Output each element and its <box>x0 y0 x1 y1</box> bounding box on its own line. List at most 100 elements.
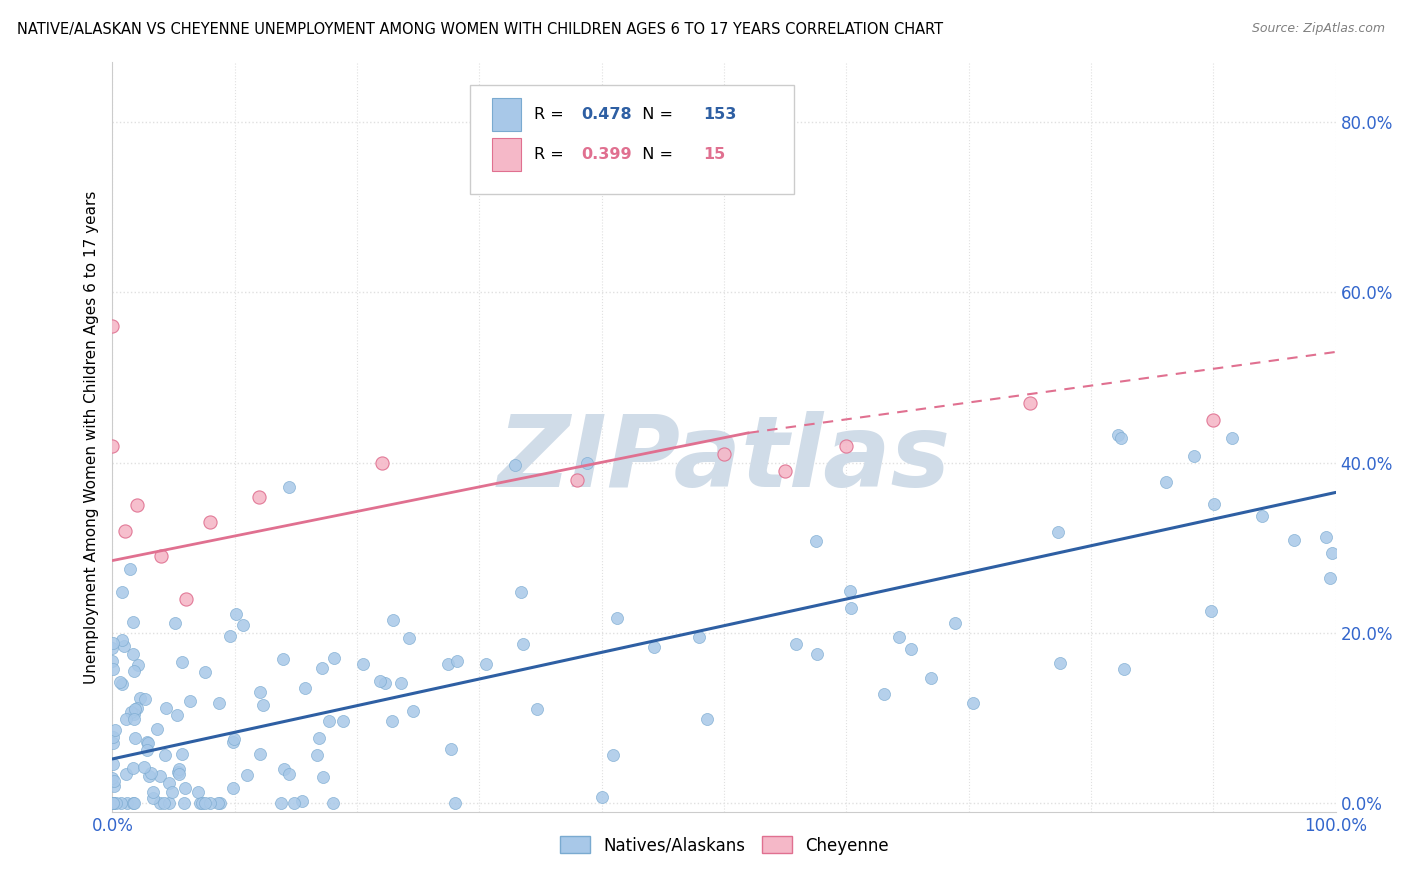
Point <box>943 616 966 631</box>
Point <box>103 774 125 789</box>
Point <box>1202 413 1225 427</box>
Point <box>273 762 295 776</box>
Point <box>1204 497 1226 511</box>
Point <box>222 732 245 747</box>
Point <box>370 456 392 470</box>
Point <box>368 673 391 688</box>
Point <box>1320 546 1343 560</box>
Point <box>179 693 201 707</box>
Point <box>155 700 177 714</box>
Point <box>103 730 125 744</box>
Point <box>278 767 301 781</box>
Point <box>165 615 187 630</box>
Point <box>101 319 124 334</box>
Point <box>1107 427 1129 442</box>
Point <box>128 691 150 706</box>
Point <box>440 742 463 756</box>
Point <box>188 796 211 810</box>
Point <box>115 796 138 810</box>
Point <box>101 771 124 785</box>
Point <box>160 785 183 799</box>
Point <box>1049 657 1071 671</box>
Text: N =: N = <box>633 107 679 122</box>
Point <box>114 713 136 727</box>
Point <box>121 615 143 629</box>
Point <box>437 657 460 672</box>
Point <box>252 698 274 713</box>
Point <box>138 769 160 783</box>
Point <box>122 665 145 679</box>
Point <box>207 796 229 810</box>
Text: 0.399: 0.399 <box>581 147 631 162</box>
Point <box>198 796 221 810</box>
Point <box>352 657 374 671</box>
Point <box>127 657 149 672</box>
Point <box>247 490 270 504</box>
Point <box>567 473 589 487</box>
Point <box>332 714 354 728</box>
Point <box>142 791 165 805</box>
Point <box>136 743 159 757</box>
Point <box>389 675 412 690</box>
Text: NATIVE/ALASKAN VS CHEYENNE UNEMPLOYMENT AMONG WOMEN WITH CHILDREN AGES 6 TO 17 Y: NATIVE/ALASKAN VS CHEYENNE UNEMPLOYMENT … <box>17 22 943 37</box>
Point <box>443 796 465 810</box>
Point <box>101 654 124 668</box>
Text: Source: ZipAtlas.com: Source: ZipAtlas.com <box>1251 22 1385 36</box>
Point <box>121 796 143 810</box>
Point <box>135 735 157 749</box>
Point <box>125 701 148 715</box>
Point <box>602 747 624 762</box>
Point <box>318 714 340 728</box>
Point <box>166 707 188 722</box>
Point <box>174 781 197 796</box>
FancyBboxPatch shape <box>492 138 522 171</box>
Point <box>311 661 333 675</box>
Point <box>124 731 146 746</box>
Legend: Natives/Alaskans, Cheyenne: Natives/Alaskans, Cheyenne <box>554 831 894 860</box>
Point <box>187 785 209 799</box>
Point <box>114 640 136 654</box>
Point <box>1018 396 1040 410</box>
Text: 15: 15 <box>703 147 725 162</box>
Point <box>139 766 162 780</box>
Point <box>194 796 217 810</box>
Point <box>900 642 922 657</box>
Point <box>200 515 222 529</box>
Point <box>1199 604 1222 618</box>
Point <box>839 583 862 598</box>
Point <box>713 447 735 461</box>
FancyBboxPatch shape <box>492 98 522 131</box>
Point <box>249 685 271 699</box>
Point <box>222 735 245 749</box>
Point <box>312 771 335 785</box>
Point <box>121 647 143 661</box>
Point <box>125 498 148 512</box>
Text: 0.478: 0.478 <box>581 107 631 122</box>
Point <box>101 636 124 650</box>
Point <box>209 796 232 810</box>
Point <box>138 736 160 750</box>
Point <box>1109 431 1132 445</box>
Point <box>101 796 124 810</box>
Point <box>111 677 134 691</box>
Point <box>962 696 984 710</box>
Point <box>149 796 172 810</box>
Point <box>103 756 125 771</box>
Point <box>146 722 169 736</box>
Point <box>643 640 665 654</box>
Point <box>236 768 259 782</box>
Point <box>512 637 534 651</box>
Point <box>118 562 141 576</box>
Point <box>696 712 718 726</box>
Point <box>103 779 125 793</box>
Point <box>105 796 128 810</box>
Point <box>1319 570 1341 584</box>
Point <box>271 651 294 665</box>
Point <box>1282 533 1305 548</box>
Y-axis label: Unemployment Among Women with Children Ages 6 to 17 years: Unemployment Among Women with Children A… <box>83 190 98 684</box>
Point <box>446 654 468 668</box>
Point <box>167 764 190 779</box>
Point <box>526 702 548 716</box>
Point <box>110 796 132 810</box>
Point <box>110 675 132 690</box>
